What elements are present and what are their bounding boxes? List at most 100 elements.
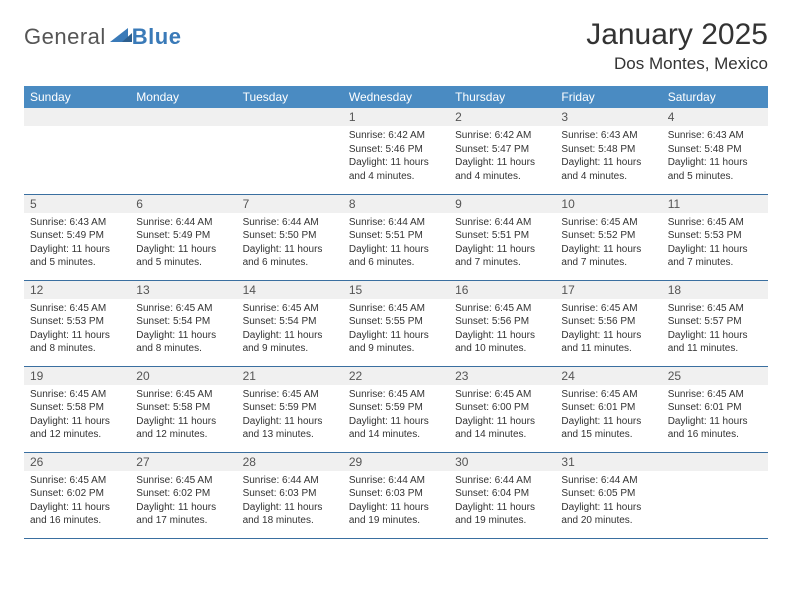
calendar-cell: 25Sunrise: 6:45 AMSunset: 6:01 PMDayligh… bbox=[662, 366, 768, 452]
day-number: 22 bbox=[343, 367, 449, 385]
calendar-week-row: 5Sunrise: 6:43 AMSunset: 5:49 PMDaylight… bbox=[24, 194, 768, 280]
empty-daynum bbox=[662, 453, 768, 471]
calendar-cell: 19Sunrise: 6:45 AMSunset: 5:58 PMDayligh… bbox=[24, 366, 130, 452]
logo: General Blue bbox=[24, 24, 181, 50]
calendar-cell: 13Sunrise: 6:45 AMSunset: 5:54 PMDayligh… bbox=[130, 280, 236, 366]
empty-daynum bbox=[24, 108, 130, 126]
day-number: 11 bbox=[662, 195, 768, 213]
calendar-cell: 15Sunrise: 6:45 AMSunset: 5:55 PMDayligh… bbox=[343, 280, 449, 366]
day-header: Saturday bbox=[662, 86, 768, 108]
day-details: Sunrise: 6:45 AMSunset: 6:01 PMDaylight:… bbox=[555, 385, 661, 446]
day-details: Sunrise: 6:42 AMSunset: 5:47 PMDaylight:… bbox=[449, 126, 555, 187]
day-number: 30 bbox=[449, 453, 555, 471]
day-details: Sunrise: 6:44 AMSunset: 6:03 PMDaylight:… bbox=[343, 471, 449, 532]
calendar-cell: 24Sunrise: 6:45 AMSunset: 6:01 PMDayligh… bbox=[555, 366, 661, 452]
day-details: Sunrise: 6:45 AMSunset: 6:00 PMDaylight:… bbox=[449, 385, 555, 446]
calendar-cell: 16Sunrise: 6:45 AMSunset: 5:56 PMDayligh… bbox=[449, 280, 555, 366]
calendar-cell bbox=[662, 452, 768, 538]
day-details: Sunrise: 6:45 AMSunset: 5:59 PMDaylight:… bbox=[343, 385, 449, 446]
day-details: Sunrise: 6:45 AMSunset: 5:54 PMDaylight:… bbox=[237, 299, 343, 360]
day-header: Friday bbox=[555, 86, 661, 108]
day-details: Sunrise: 6:45 AMSunset: 5:53 PMDaylight:… bbox=[24, 299, 130, 360]
day-number: 6 bbox=[130, 195, 236, 213]
day-details: Sunrise: 6:43 AMSunset: 5:48 PMDaylight:… bbox=[555, 126, 661, 187]
day-number: 31 bbox=[555, 453, 661, 471]
calendar-table: SundayMondayTuesdayWednesdayThursdayFrid… bbox=[24, 86, 768, 539]
logo-triangle-icon bbox=[110, 26, 132, 49]
day-details: Sunrise: 6:44 AMSunset: 6:04 PMDaylight:… bbox=[449, 471, 555, 532]
day-details: Sunrise: 6:45 AMSunset: 5:58 PMDaylight:… bbox=[130, 385, 236, 446]
day-details: Sunrise: 6:42 AMSunset: 5:46 PMDaylight:… bbox=[343, 126, 449, 187]
day-number: 12 bbox=[24, 281, 130, 299]
calendar-cell bbox=[24, 108, 130, 194]
day-number: 23 bbox=[449, 367, 555, 385]
day-number: 2 bbox=[449, 108, 555, 126]
calendar-week-row: 26Sunrise: 6:45 AMSunset: 6:02 PMDayligh… bbox=[24, 452, 768, 538]
day-number: 24 bbox=[555, 367, 661, 385]
day-header-row: SundayMondayTuesdayWednesdayThursdayFrid… bbox=[24, 86, 768, 108]
calendar-cell: 5Sunrise: 6:43 AMSunset: 5:49 PMDaylight… bbox=[24, 194, 130, 280]
month-title: January 2025 bbox=[586, 18, 768, 52]
day-header: Tuesday bbox=[237, 86, 343, 108]
logo-text-general: General bbox=[24, 24, 106, 50]
calendar-cell: 2Sunrise: 6:42 AMSunset: 5:47 PMDaylight… bbox=[449, 108, 555, 194]
calendar-cell: 31Sunrise: 6:44 AMSunset: 6:05 PMDayligh… bbox=[555, 452, 661, 538]
calendar-cell: 28Sunrise: 6:44 AMSunset: 6:03 PMDayligh… bbox=[237, 452, 343, 538]
calendar-cell: 4Sunrise: 6:43 AMSunset: 5:48 PMDaylight… bbox=[662, 108, 768, 194]
location: Dos Montes, Mexico bbox=[586, 54, 768, 74]
calendar-week-row: 1Sunrise: 6:42 AMSunset: 5:46 PMDaylight… bbox=[24, 108, 768, 194]
day-details: Sunrise: 6:43 AMSunset: 5:48 PMDaylight:… bbox=[662, 126, 768, 187]
day-details: Sunrise: 6:43 AMSunset: 5:49 PMDaylight:… bbox=[24, 213, 130, 274]
day-number: 27 bbox=[130, 453, 236, 471]
day-details: Sunrise: 6:45 AMSunset: 5:52 PMDaylight:… bbox=[555, 213, 661, 274]
calendar-cell: 10Sunrise: 6:45 AMSunset: 5:52 PMDayligh… bbox=[555, 194, 661, 280]
calendar-cell: 9Sunrise: 6:44 AMSunset: 5:51 PMDaylight… bbox=[449, 194, 555, 280]
day-details: Sunrise: 6:44 AMSunset: 5:51 PMDaylight:… bbox=[449, 213, 555, 274]
calendar-cell: 11Sunrise: 6:45 AMSunset: 5:53 PMDayligh… bbox=[662, 194, 768, 280]
day-number: 16 bbox=[449, 281, 555, 299]
day-details: Sunrise: 6:45 AMSunset: 5:55 PMDaylight:… bbox=[343, 299, 449, 360]
day-details: Sunrise: 6:45 AMSunset: 5:56 PMDaylight:… bbox=[555, 299, 661, 360]
day-header: Wednesday bbox=[343, 86, 449, 108]
calendar-cell: 14Sunrise: 6:45 AMSunset: 5:54 PMDayligh… bbox=[237, 280, 343, 366]
logo-text-blue: Blue bbox=[132, 24, 182, 50]
day-number: 25 bbox=[662, 367, 768, 385]
day-details: Sunrise: 6:45 AMSunset: 6:02 PMDaylight:… bbox=[24, 471, 130, 532]
day-details: Sunrise: 6:45 AMSunset: 5:59 PMDaylight:… bbox=[237, 385, 343, 446]
day-number: 7 bbox=[237, 195, 343, 213]
day-details: Sunrise: 6:44 AMSunset: 5:51 PMDaylight:… bbox=[343, 213, 449, 274]
day-header: Monday bbox=[130, 86, 236, 108]
day-number: 28 bbox=[237, 453, 343, 471]
calendar-cell: 22Sunrise: 6:45 AMSunset: 5:59 PMDayligh… bbox=[343, 366, 449, 452]
calendar-cell: 1Sunrise: 6:42 AMSunset: 5:46 PMDaylight… bbox=[343, 108, 449, 194]
day-details: Sunrise: 6:44 AMSunset: 5:50 PMDaylight:… bbox=[237, 213, 343, 274]
day-number: 5 bbox=[24, 195, 130, 213]
day-details: Sunrise: 6:45 AMSunset: 5:58 PMDaylight:… bbox=[24, 385, 130, 446]
day-details: Sunrise: 6:44 AMSunset: 5:49 PMDaylight:… bbox=[130, 213, 236, 274]
day-details: Sunrise: 6:44 AMSunset: 6:03 PMDaylight:… bbox=[237, 471, 343, 532]
calendar-week-row: 12Sunrise: 6:45 AMSunset: 5:53 PMDayligh… bbox=[24, 280, 768, 366]
calendar-cell bbox=[237, 108, 343, 194]
day-number: 26 bbox=[24, 453, 130, 471]
calendar-cell: 18Sunrise: 6:45 AMSunset: 5:57 PMDayligh… bbox=[662, 280, 768, 366]
day-number: 17 bbox=[555, 281, 661, 299]
calendar-cell: 21Sunrise: 6:45 AMSunset: 5:59 PMDayligh… bbox=[237, 366, 343, 452]
calendar-cell: 30Sunrise: 6:44 AMSunset: 6:04 PMDayligh… bbox=[449, 452, 555, 538]
day-number: 10 bbox=[555, 195, 661, 213]
calendar-cell: 27Sunrise: 6:45 AMSunset: 6:02 PMDayligh… bbox=[130, 452, 236, 538]
day-details: Sunrise: 6:44 AMSunset: 6:05 PMDaylight:… bbox=[555, 471, 661, 532]
day-number: 18 bbox=[662, 281, 768, 299]
day-header: Thursday bbox=[449, 86, 555, 108]
day-number: 9 bbox=[449, 195, 555, 213]
day-number: 13 bbox=[130, 281, 236, 299]
calendar-cell: 3Sunrise: 6:43 AMSunset: 5:48 PMDaylight… bbox=[555, 108, 661, 194]
calendar-body: 1Sunrise: 6:42 AMSunset: 5:46 PMDaylight… bbox=[24, 108, 768, 538]
day-details: Sunrise: 6:45 AMSunset: 5:57 PMDaylight:… bbox=[662, 299, 768, 360]
day-details: Sunrise: 6:45 AMSunset: 5:54 PMDaylight:… bbox=[130, 299, 236, 360]
day-details: Sunrise: 6:45 AMSunset: 5:53 PMDaylight:… bbox=[662, 213, 768, 274]
day-details: Sunrise: 6:45 AMSunset: 5:56 PMDaylight:… bbox=[449, 299, 555, 360]
calendar-cell: 12Sunrise: 6:45 AMSunset: 5:53 PMDayligh… bbox=[24, 280, 130, 366]
calendar-cell: 7Sunrise: 6:44 AMSunset: 5:50 PMDaylight… bbox=[237, 194, 343, 280]
empty-daynum bbox=[237, 108, 343, 126]
empty-daynum bbox=[130, 108, 236, 126]
